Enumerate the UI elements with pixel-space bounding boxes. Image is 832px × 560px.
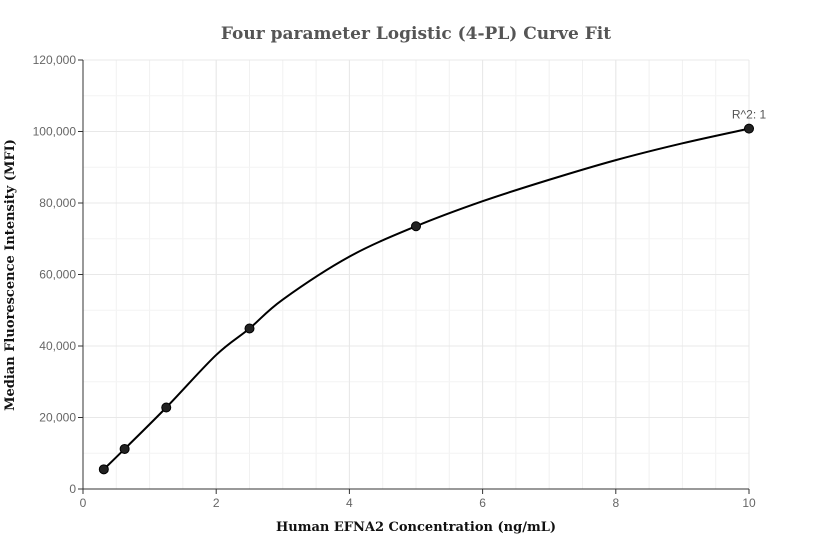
x-tick-label: 6 — [479, 496, 486, 510]
grid — [82, 59, 750, 490]
y-tick-label: 40,000 — [39, 339, 76, 353]
data-point — [244, 323, 255, 334]
x-tick-label: 8 — [612, 496, 619, 510]
y-axis-title: Median Fluorescence Intensity (MFI) — [3, 139, 18, 411]
y-tick-label: 120,000 — [33, 53, 77, 67]
tick-labels: 0 2 4 6 8 10 0 20,000 40,000 60,000 80,000 100,000 1… — [33, 53, 756, 510]
data-point — [98, 464, 109, 475]
axes — [78, 59, 750, 494]
data-points — [98, 123, 754, 475]
x-axis-title: Human EFNA2 Concentration (ng/mL) — [276, 520, 556, 535]
fit-curve — [103, 127, 750, 471]
y-tick-label: 80,000 — [39, 196, 76, 210]
x-tick-label: 2 — [213, 496, 220, 510]
y-tick-label: 20,000 — [39, 411, 76, 425]
r-squared-annotation: R^2: 1 — [732, 108, 767, 122]
x-tick-label: 0 — [80, 496, 87, 510]
chart-title: Four parameter Logistic (4-PL) Curve Fit — [221, 24, 611, 44]
x-tick-label: 4 — [346, 496, 353, 510]
data-point — [411, 221, 421, 232]
data-point — [161, 402, 172, 413]
x-tick-label: 10 — [742, 496, 756, 510]
data-point — [744, 123, 754, 134]
data-point — [119, 443, 130, 454]
y-tick-label: 60,000 — [39, 268, 76, 282]
y-tick-label: 0 — [69, 482, 76, 496]
y-tick-label: 100,000 — [33, 125, 77, 139]
